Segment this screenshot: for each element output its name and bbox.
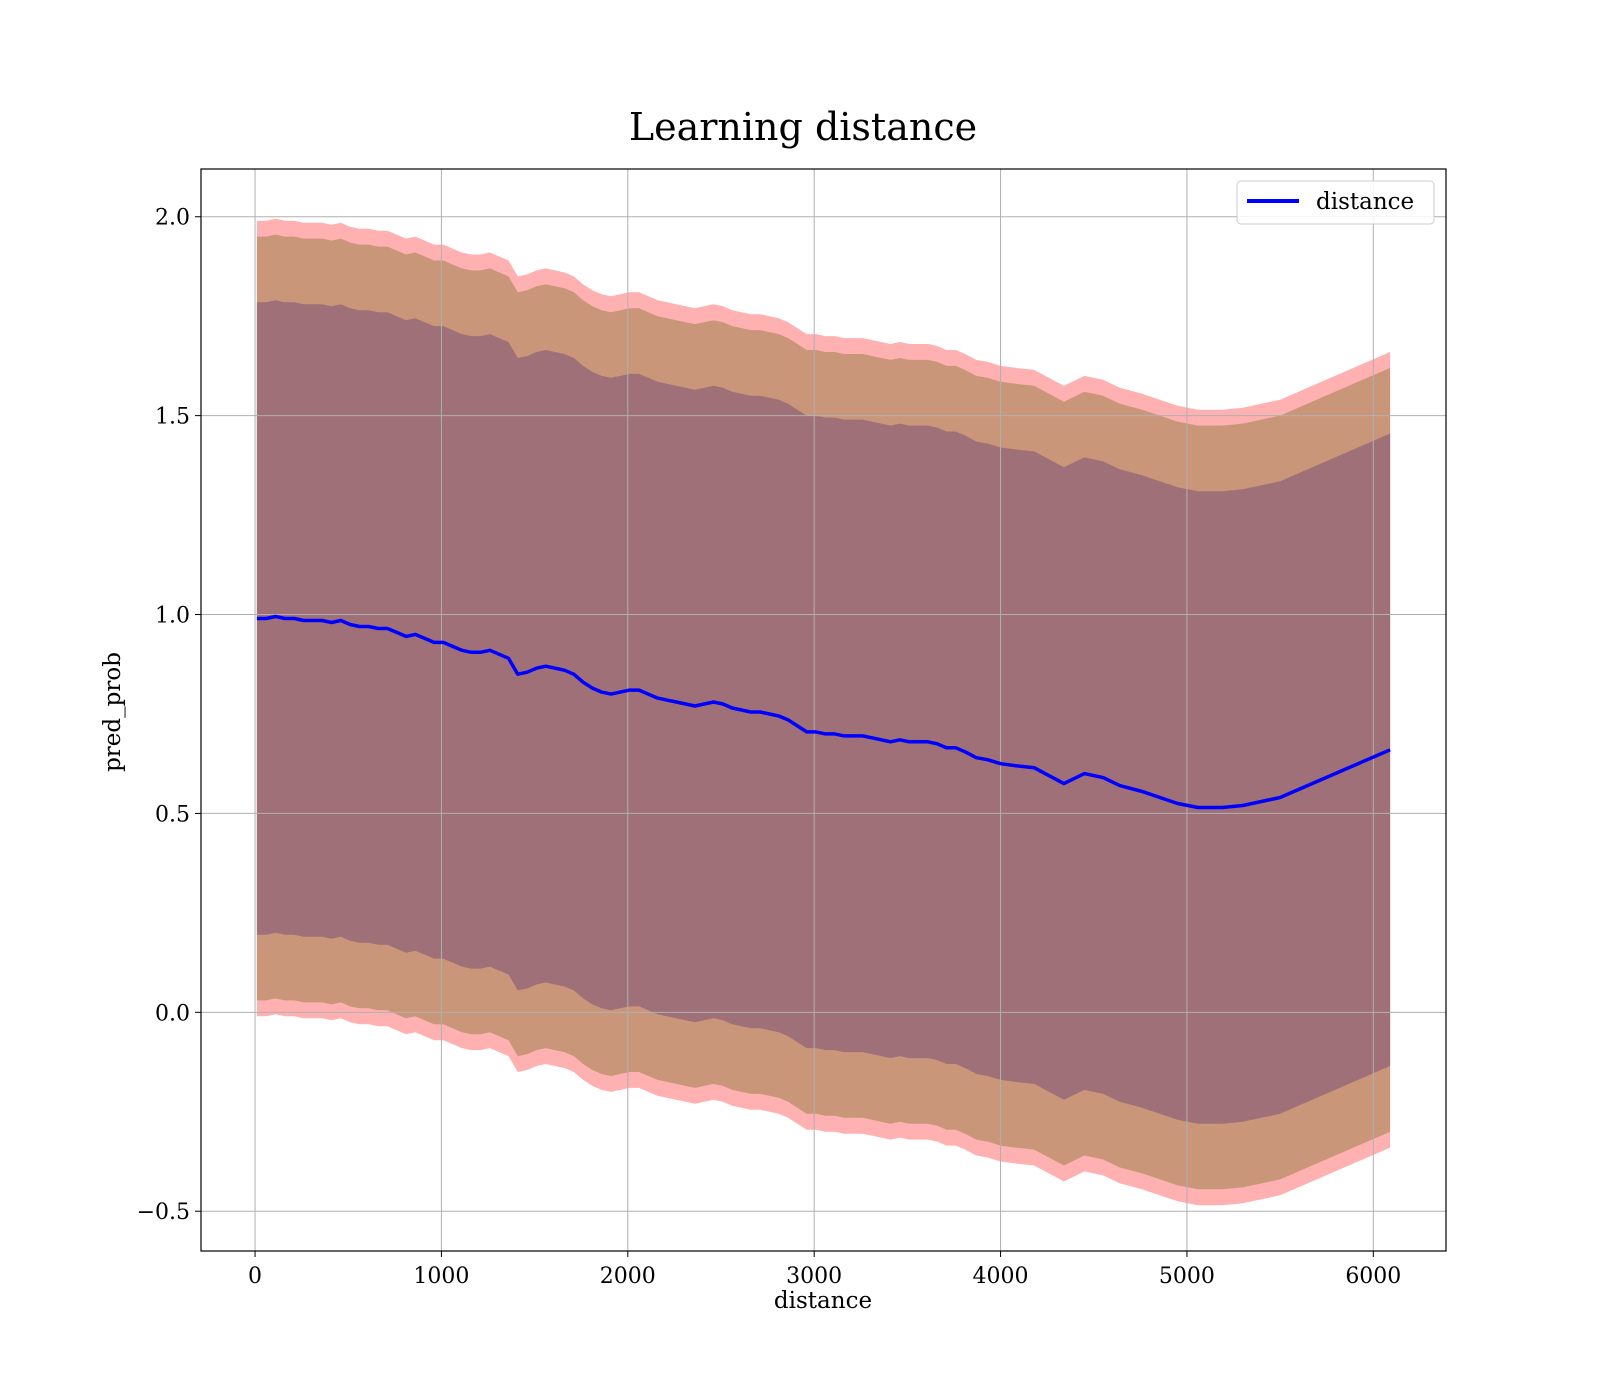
y-tick-label: 0.0 [155, 1001, 190, 1026]
y-tick-label: 0.5 [155, 802, 190, 827]
x-tick-label: 3000 [786, 1264, 842, 1289]
grid-lines [201, 169, 1446, 1251]
legend: distance [1236, 180, 1435, 225]
x-tick-label: 6000 [1345, 1264, 1401, 1289]
x-axis-ticks: 0 1000 2000 3000 4000 5000 6000 [248, 1251, 1401, 1289]
chart-title: Learning distance [629, 105, 977, 149]
y-axis-ticks: −0.5 0.0 0.5 1.0 1.5 2.0 [137, 206, 201, 1225]
x-tick-label: 5000 [1159, 1264, 1215, 1289]
y-tick-label: −0.5 [137, 1200, 190, 1225]
confidence-bands [256, 218, 1391, 1206]
legend-label-distance: distance [1316, 189, 1414, 215]
y-tick-label: 1.0 [155, 604, 190, 629]
legend-box [1236, 180, 1435, 225]
y-tick-label: 2.0 [155, 206, 190, 231]
band-inner [256, 300, 1391, 1124]
x-tick-label: 0 [248, 1264, 262, 1289]
x-tick-label: 4000 [973, 1264, 1029, 1289]
series-lines [256, 614, 1391, 810]
y-tick-label: 1.5 [155, 405, 190, 430]
x-tick-label: 1000 [413, 1264, 469, 1289]
y-axis-label: pred_prob [100, 652, 126, 772]
x-tick-label: 2000 [600, 1264, 656, 1289]
plot-frame [200, 168, 1447, 1252]
x-axis-label: distance [774, 1288, 872, 1314]
series-line-distance [256, 614, 1391, 810]
